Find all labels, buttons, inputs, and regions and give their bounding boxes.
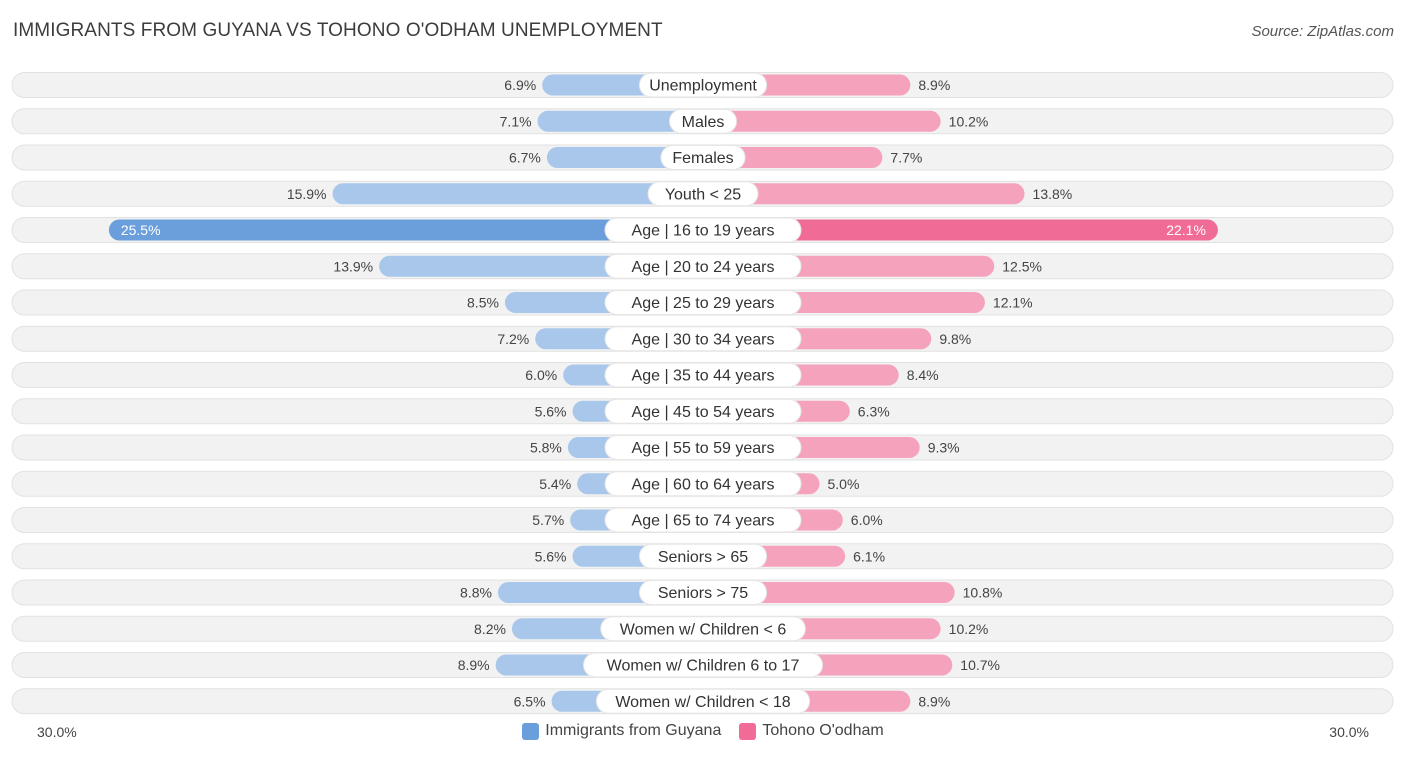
- legend-item-guyana[interactable]: Immigrants from Guyana: [522, 722, 721, 740]
- category-pill: [604, 507, 802, 533]
- value-label-tohono: 6.3%: [858, 403, 890, 419]
- category-label: Seniors > 65: [658, 549, 748, 566]
- value-label-tohono: 10.7%: [960, 657, 1000, 673]
- value-label-guyana: 5.6%: [535, 548, 567, 564]
- value-label-guyana: 7.1%: [500, 113, 532, 129]
- category-pill: [647, 181, 759, 207]
- category-pill: [604, 362, 802, 388]
- category-label: Youth < 25: [665, 186, 741, 203]
- category-label: Age | 65 to 74 years: [632, 513, 775, 530]
- category-pill: [604, 326, 802, 352]
- category-pill: [638, 580, 768, 605]
- bar-tohono: [703, 147, 883, 168]
- value-label-tohono: 8.4%: [907, 367, 939, 383]
- value-label-guyana: 13.9%: [333, 258, 373, 274]
- value-label-tohono: 8.9%: [918, 693, 950, 709]
- category-pill: [638, 543, 768, 569]
- legend-label-guyana: Immigrants from Guyana: [545, 722, 722, 739]
- legend-swatch-guyana: [522, 722, 540, 740]
- value-label-tohono: 10.8%: [963, 585, 1003, 601]
- value-label-guyana: 25.5%: [121, 222, 161, 238]
- category-label: Age | 20 to 24 years: [632, 259, 775, 276]
- category-label: Women w/ Children < 6: [620, 621, 787, 638]
- value-label-guyana: 5.8%: [530, 440, 562, 456]
- category-label: Age | 30 to 34 years: [632, 331, 775, 348]
- value-label-tohono: 10.2%: [949, 621, 989, 637]
- category-pill: [669, 108, 737, 134]
- bar-tohono: [703, 110, 941, 132]
- category-pill: [604, 398, 802, 424]
- value-label-tohono: 8.9%: [918, 77, 950, 93]
- category-pill: [638, 72, 768, 98]
- category-label: Women w/ Children 6 to 17: [607, 658, 800, 675]
- category-pill: [604, 217, 802, 243]
- category-label: Age | 60 to 64 years: [632, 476, 775, 493]
- value-label-guyana: 6.5%: [514, 693, 546, 709]
- value-label-guyana: 6.7%: [509, 150, 541, 166]
- value-label-guyana: 8.5%: [467, 295, 499, 311]
- value-label-tohono: 9.3%: [928, 440, 960, 456]
- value-label-guyana: 8.2%: [474, 621, 506, 637]
- legend-label-tohono: Tohono O'odham: [762, 722, 884, 739]
- value-label-tohono: 13.8%: [1033, 186, 1073, 202]
- category-label: Males: [682, 114, 725, 131]
- source-credit: Source: ZipAtlas.com: [1251, 23, 1394, 40]
- bar-guyana: [332, 183, 703, 205]
- category-label: Age | 35 to 44 years: [632, 368, 775, 385]
- category-label: Seniors > 75: [658, 585, 748, 602]
- value-label-guyana: 5.6%: [535, 403, 567, 419]
- value-label-guyana: 8.8%: [460, 585, 492, 601]
- axis-min-label: 30.0%: [37, 724, 77, 740]
- category-label: Women w/ Children < 18: [615, 694, 790, 711]
- legend-item-tohono[interactable]: Tohono O'odham: [739, 722, 884, 740]
- value-label-tohono: 9.8%: [939, 331, 971, 347]
- bar-guyana: [537, 110, 703, 132]
- category-pill: [600, 616, 806, 642]
- category-pill: [595, 688, 811, 714]
- chart-title: IMMIGRANTS FROM GUYANA VS TOHONO O'ODHAM…: [13, 20, 663, 41]
- category-label: Females: [672, 150, 733, 167]
- category-pill: [583, 652, 823, 678]
- value-label-guyana: 5.7%: [532, 512, 564, 528]
- value-label-tohono: 6.0%: [851, 512, 883, 528]
- bar-tohono: [703, 183, 1025, 205]
- value-label-tohono: 5.0%: [828, 476, 860, 492]
- value-label-guyana: 7.2%: [497, 331, 529, 347]
- category-label: Age | 25 to 29 years: [632, 295, 775, 312]
- category-pill: [604, 253, 802, 279]
- legend: Immigrants from Guyana Tohono O'odham: [0, 722, 1406, 740]
- value-label-tohono: 12.1%: [993, 295, 1033, 311]
- category-pill: [604, 435, 802, 460]
- value-label-tohono: 12.5%: [1002, 258, 1042, 274]
- category-label: Age | 55 to 59 years: [632, 440, 775, 457]
- category-label: Unemployment: [649, 78, 757, 95]
- bar-tohono: [703, 219, 1218, 241]
- category-pill: [604, 290, 802, 315]
- value-label-tohono: 10.2%: [949, 113, 989, 129]
- category-label: Age | 16 to 19 years: [632, 223, 775, 240]
- category-pill: [660, 145, 746, 170]
- value-label-guyana: 6.9%: [504, 77, 536, 93]
- axis-max-label: 30.0%: [1329, 724, 1369, 740]
- value-label-guyana: 8.9%: [458, 657, 490, 673]
- value-label-guyana: 5.4%: [539, 476, 571, 492]
- bar-guyana: [108, 219, 704, 241]
- legend-swatch-tohono: [739, 722, 757, 740]
- value-label-tohono: 7.7%: [890, 150, 922, 166]
- value-label-guyana: 6.0%: [525, 367, 557, 383]
- value-label-tohono: 6.1%: [853, 548, 885, 564]
- category-label: Age | 45 to 54 years: [632, 404, 775, 421]
- category-pill: [604, 471, 802, 497]
- value-label-guyana: 15.9%: [287, 186, 327, 202]
- value-label-tohono: 22.1%: [1166, 222, 1206, 238]
